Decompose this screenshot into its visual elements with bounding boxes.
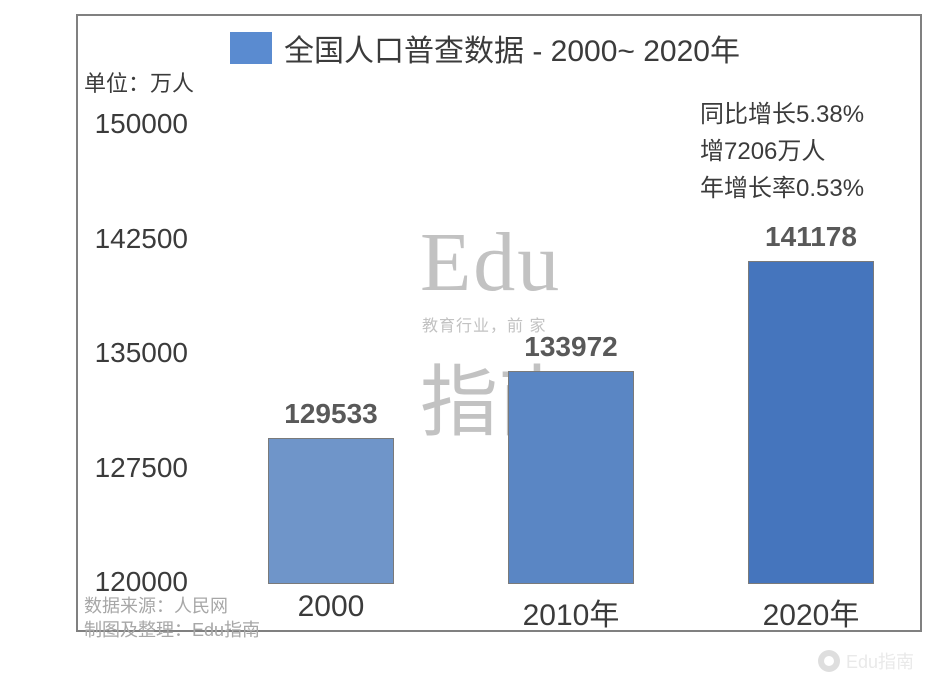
xtick-0: 2000 — [241, 590, 421, 624]
bar-0 — [268, 438, 394, 584]
xtick-1: 2010年 — [481, 590, 661, 634]
chart-title-row: 全国人口普查数据 - 2000~ 2020年 — [230, 26, 740, 70]
bar-label-2: 141178 — [731, 221, 891, 253]
footer-watermark: Edu指南 — [818, 648, 914, 674]
legend-swatch — [230, 32, 272, 64]
bar-label-0: 129533 — [251, 398, 411, 430]
xtick-2: 2020年 — [721, 590, 901, 634]
ytick-2: 135000 — [78, 337, 188, 369]
ytick-3: 142500 — [78, 223, 188, 255]
unit-label: 单位：万人 — [84, 66, 194, 98]
chart-title: 全国人口普查数据 - 2000~ 2020年 — [284, 26, 740, 70]
annot-line-2: 年增长率0.53% — [700, 170, 864, 207]
source-line-1: 数据来源：人民网 — [84, 592, 228, 618]
bar-1 — [508, 371, 634, 584]
source-line-2: 制图及整理：Edu指南 — [84, 616, 260, 642]
chart-canvas: Edu 教育行业，前 家 指南 129533 133972 141178 全国人… — [0, 0, 934, 678]
annot-line-1: 增7206万人 — [700, 133, 864, 170]
footer-watermark-text: Edu指南 — [846, 648, 914, 674]
bar-2 — [748, 261, 874, 584]
ytick-4: 150000 — [78, 108, 188, 140]
bar-label-1: 133972 — [491, 331, 651, 363]
growth-annotation: 同比增长5.38% 增7206万人 年增长率0.53% — [700, 96, 864, 208]
ytick-1: 127500 — [78, 452, 188, 484]
footer-watermark-icon — [818, 650, 840, 672]
annot-line-0: 同比增长5.38% — [700, 96, 864, 133]
